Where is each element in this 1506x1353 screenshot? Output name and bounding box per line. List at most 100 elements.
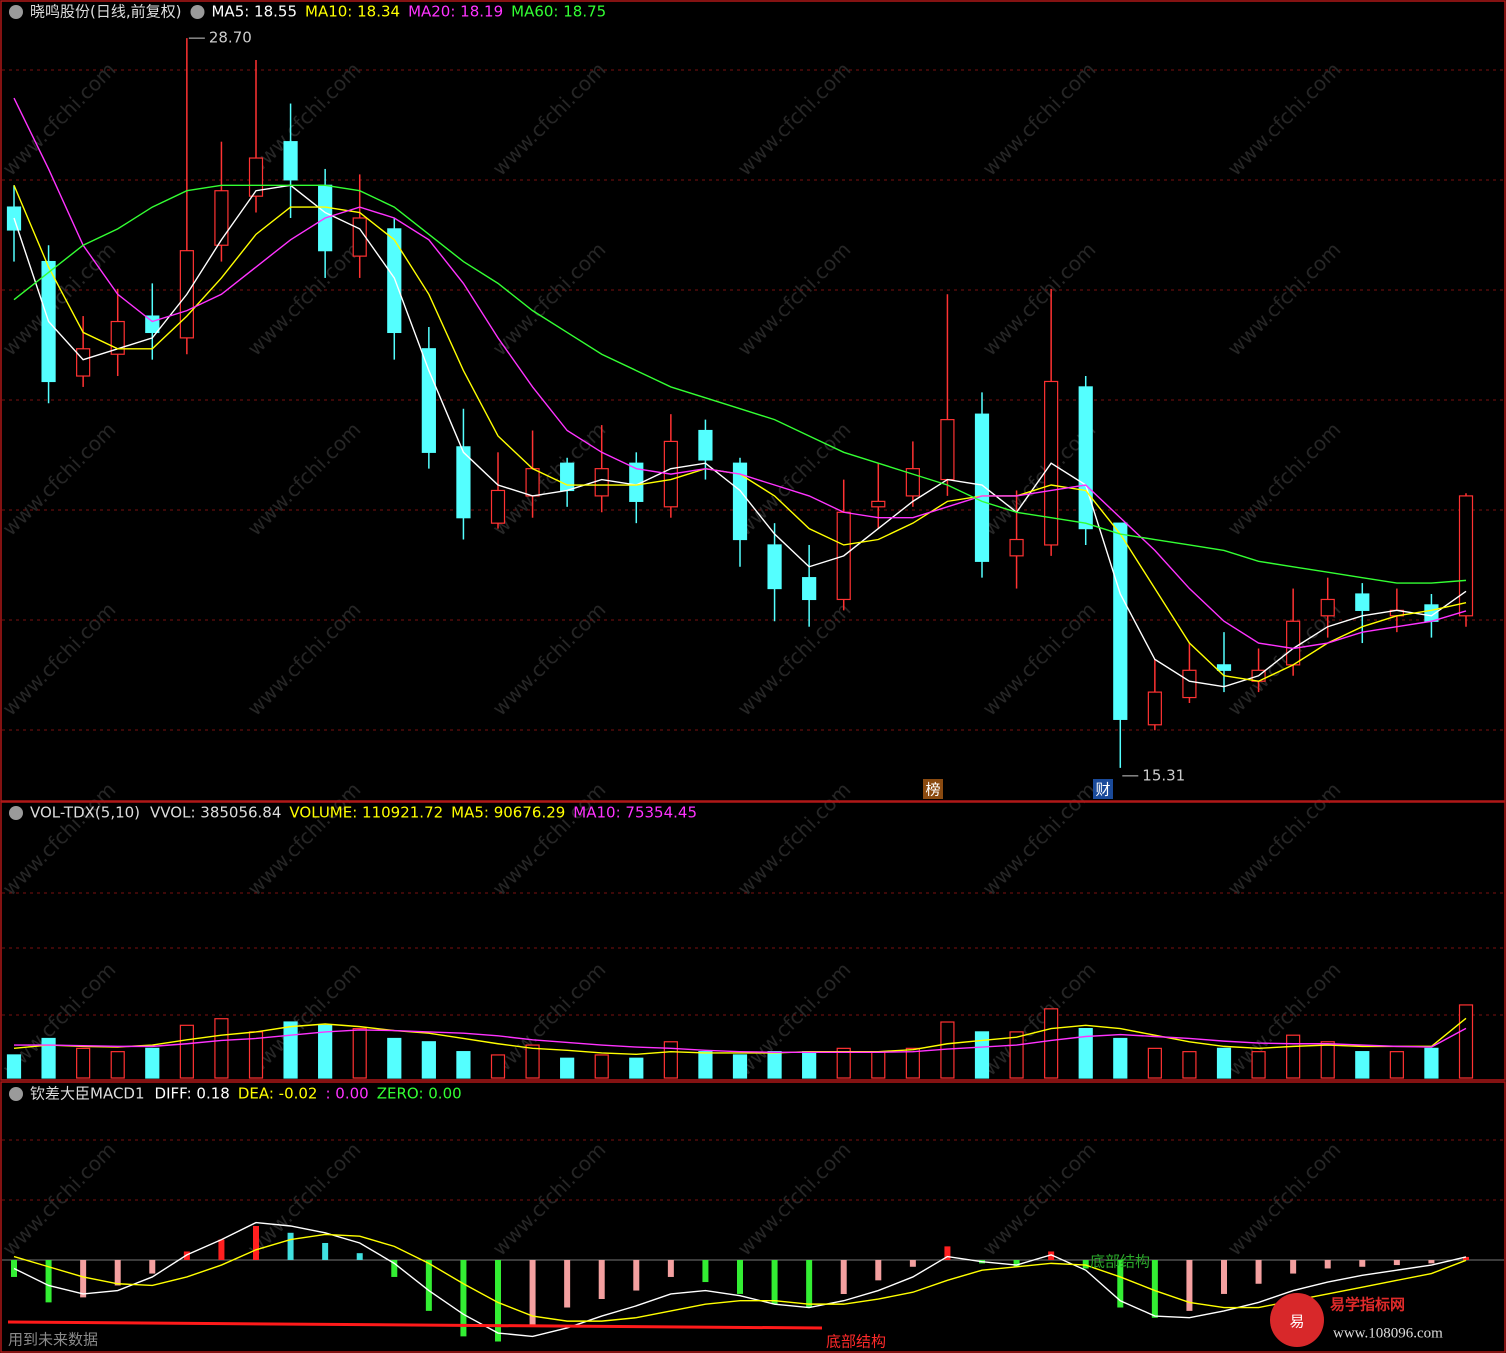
annotation: 底部结构 — [826, 1333, 886, 1351]
volume-bar — [905, 1047, 920, 1079]
line — [13, 1233, 1467, 1322]
volume-bar — [525, 1044, 540, 1079]
candle-body — [1458, 495, 1474, 617]
volume-bar — [145, 1047, 160, 1079]
volume-bar — [352, 1028, 367, 1079]
candle-body — [76, 348, 91, 377]
line — [13, 97, 1467, 650]
panel-title: 晓鸣股份(日线,前复权) — [30, 3, 181, 21]
volume-bar — [974, 1031, 990, 1079]
macd-panel — [0, 1081, 1506, 1353]
legend-entry: DIFF: 0.18 — [155, 1085, 230, 1103]
candle-body — [1182, 669, 1197, 699]
candle-body — [560, 462, 575, 492]
line — [13, 184, 1467, 584]
volume-panel — [0, 801, 1506, 1081]
line — [13, 1221, 1467, 1338]
volume-bar — [802, 1051, 817, 1079]
logo-url: www.108096.com — [1333, 1325, 1443, 1341]
candle-body — [1009, 538, 1024, 557]
candle-body — [1147, 691, 1162, 726]
legend-entry: VVOL: 385056.84 — [150, 804, 281, 822]
legend-entry: MA60: 18.75 — [511, 3, 606, 21]
header-icon — [9, 1087, 23, 1101]
candle-body — [974, 413, 990, 562]
line — [13, 184, 1467, 688]
candle-body — [940, 419, 955, 481]
candle-body — [1113, 522, 1128, 720]
volume-bar — [871, 1051, 886, 1079]
volume-bar — [1286, 1034, 1301, 1079]
volume-bar — [387, 1037, 402, 1079]
volume-bar — [283, 1021, 298, 1079]
candle-body — [871, 500, 886, 508]
volume-bar — [663, 1041, 678, 1079]
volume-bar — [490, 1054, 506, 1079]
header-icon — [190, 5, 205, 19]
volume-bar — [1044, 1008, 1059, 1079]
legend-entry: ZERO: 0.00 — [377, 1085, 462, 1103]
volume-bar — [110, 1051, 125, 1079]
candle-body — [387, 228, 402, 334]
volume-bar — [1078, 1028, 1093, 1079]
volume-bar — [732, 1054, 748, 1079]
candle-body — [248, 157, 264, 197]
candle-body — [1286, 620, 1301, 666]
candle-body — [456, 446, 471, 519]
volume-bar — [560, 1057, 575, 1079]
marker-box — [923, 779, 943, 799]
volume-bar — [214, 1018, 229, 1079]
volume-bar — [1355, 1051, 1370, 1079]
volume-bar — [456, 1051, 471, 1079]
volume-bar — [1424, 1047, 1439, 1079]
logo-icon-text: 易 — [1289, 1313, 1304, 1331]
legend-entry: MA10: 18.34 — [305, 3, 400, 21]
volume-bar — [41, 1037, 56, 1079]
candle-body — [283, 141, 298, 181]
legend-entry: DEA: -0.02 — [238, 1085, 318, 1103]
volume-bar — [1320, 1041, 1335, 1079]
volume-bar — [1009, 1031, 1024, 1079]
candle-body — [767, 544, 782, 590]
legend-entry: MA5: 18.55 — [211, 3, 297, 21]
legend-entry: MA10: 75354.45 — [573, 804, 697, 822]
volume-bar — [836, 1047, 851, 1079]
candle-body — [1216, 664, 1232, 671]
candle-body — [802, 577, 817, 601]
headers: 晓鸣股份(日线,前复权) MA5: 18.55 MA10: 18.34 MA20: 1… — [9, 3, 697, 1103]
candle-body — [1355, 593, 1370, 611]
candle-body — [421, 348, 436, 453]
annotation: 底部结构 — [1090, 1253, 1150, 1271]
volume-bar — [1251, 1051, 1266, 1079]
legend-entry: : 0.00 — [325, 1085, 368, 1103]
panel-title: 钦差大臣MACD1 — [30, 1085, 145, 1103]
volume-bar — [594, 1054, 609, 1079]
logo-name: 易学指标网 — [1330, 1296, 1405, 1314]
low-label: 15.31 — [1142, 766, 1185, 784]
candle-body — [1320, 598, 1335, 617]
marker-box — [1093, 779, 1113, 799]
header-icon — [9, 5, 23, 19]
logo-icon — [1270, 1293, 1324, 1347]
candle-body — [110, 320, 125, 355]
volume-bar — [629, 1057, 644, 1079]
candle-body — [490, 489, 506, 524]
volume-bar — [1458, 1004, 1474, 1079]
logo: 易 易学指标网 www.108096.com — [1270, 1293, 1443, 1347]
volume-bar — [179, 1024, 194, 1079]
legend-entry: VOLUME: 110921.72 — [289, 804, 443, 822]
annotation-line — [7, 1320, 823, 1330]
volume-bar — [1182, 1051, 1197, 1079]
candle-body — [1078, 386, 1093, 530]
volume-bar — [6, 1054, 22, 1079]
volume-bar — [318, 1024, 333, 1079]
plot: 28.70 15.31 — [2, 29, 1504, 1342]
marker: 财 — [1095, 781, 1110, 799]
line — [13, 1017, 1467, 1055]
candle-body — [698, 429, 713, 461]
volume-bar — [1147, 1047, 1162, 1079]
candle-body — [594, 468, 609, 497]
candle-body — [525, 468, 540, 497]
annotation: 用到未来数据 — [8, 1331, 98, 1349]
volume-bar — [1216, 1047, 1232, 1079]
